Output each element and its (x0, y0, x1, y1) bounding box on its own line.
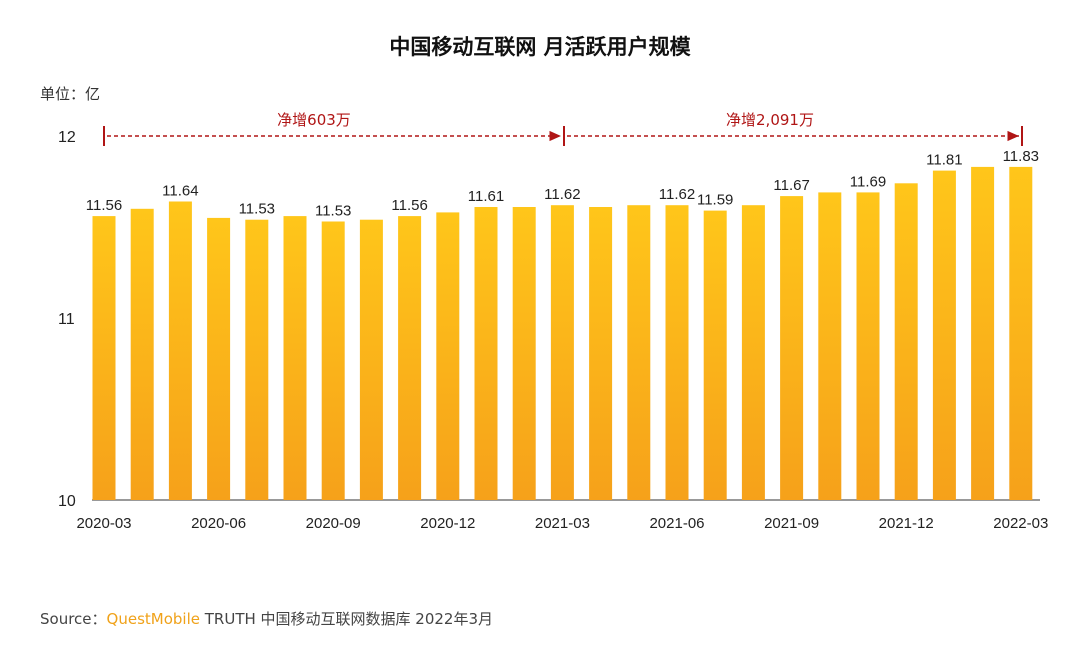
source-prefix: Source： (40, 610, 107, 628)
bar (589, 207, 613, 500)
source-note: Source：QuestMobile TRUTH 中国移动互联网数据库 2022… (40, 608, 493, 629)
bar (398, 216, 422, 500)
bar (512, 207, 536, 500)
bar (894, 183, 918, 501)
bar (359, 219, 383, 500)
bar (130, 208, 154, 501)
x-tick-label: 2021-09 (764, 515, 819, 532)
bar (207, 217, 231, 500)
data-label: 11.69 (850, 173, 886, 190)
source-brand: QuestMobile (106, 610, 200, 628)
bar (627, 205, 651, 500)
y-tick-label: 11 (58, 311, 75, 328)
x-tick-label: 2020-09 (306, 515, 361, 532)
x-tick-label: 2021-06 (649, 515, 704, 532)
data-label: 11.61 (468, 188, 504, 205)
chart-title: 中国移动互联网 月活跃用户规模 (389, 35, 691, 59)
data-label: 11.64 (162, 183, 198, 200)
y-tick-label: 10 (58, 493, 76, 510)
data-label: 11.83 (1003, 148, 1039, 165)
bar (818, 192, 842, 500)
bar (474, 207, 498, 500)
x-tick-label: 2021-03 (535, 515, 590, 532)
bar (168, 201, 192, 500)
bar (741, 205, 765, 500)
data-label: 11.62 (544, 186, 580, 203)
bar (932, 170, 956, 500)
data-label: 11.59 (697, 192, 733, 209)
bar (436, 212, 460, 500)
bar-series (92, 166, 1033, 501)
annotation-first-label: 净增603万 (277, 111, 351, 129)
data-label: 11.67 (773, 177, 809, 194)
x-tick-label: 2022-03 (993, 515, 1048, 532)
data-label: 11.53 (239, 201, 275, 218)
data-labels: 11.56 11.64 11.53 11.53 11.56 11.61 11.62 11.62… (86, 148, 1039, 220)
data-label: 11.81 (926, 152, 962, 169)
data-label: 11.62 (659, 186, 695, 203)
bar (780, 196, 804, 500)
annotation-second-label: 净增2,091万 (726, 111, 814, 129)
data-label: 11.53 (315, 203, 351, 220)
y-tick-label: 12 (58, 129, 76, 146)
bar (703, 210, 727, 500)
growth-annotations: 净增603万 净增2,091万 (103, 111, 1023, 146)
source-rest: TRUTH 中国移动互联网数据库 2022年3月 (199, 610, 494, 628)
bar (1009, 166, 1033, 500)
x-tick-label: 2021-12 (879, 515, 934, 532)
bar (971, 166, 995, 500)
bar (321, 221, 345, 500)
bar (92, 216, 116, 500)
bar (550, 205, 574, 500)
x-tick-labels: 2020-03 2020-06 2020-09 2020-12 2021-03 2021-… (76, 515, 1048, 532)
data-label: 11.56 (86, 197, 122, 214)
unit-label: 单位：亿 (40, 85, 100, 103)
bar (245, 219, 269, 500)
data-label: 11.56 (391, 197, 427, 214)
x-tick-label: 2020-03 (76, 515, 131, 532)
x-tick-label: 2020-06 (191, 515, 246, 532)
bar (665, 205, 689, 500)
bar (283, 216, 307, 500)
bar (856, 192, 880, 500)
x-tick-label: 2020-12 (420, 515, 475, 532)
